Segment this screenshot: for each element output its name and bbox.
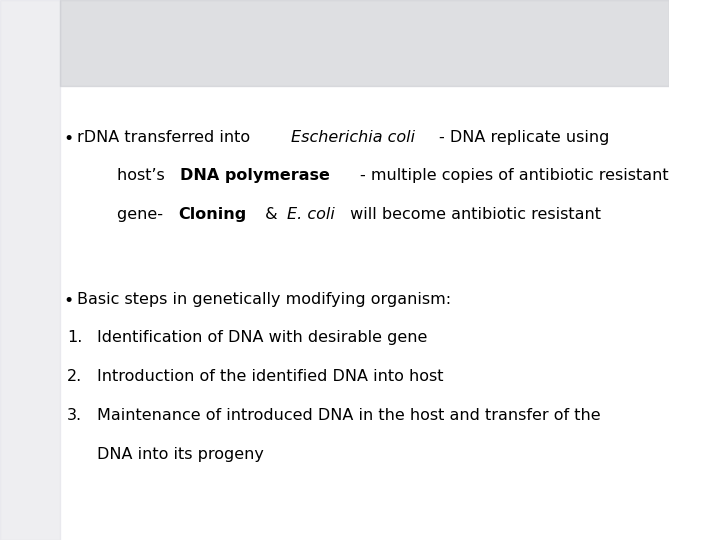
Text: •: • [63, 292, 74, 309]
Text: •: • [63, 130, 74, 147]
Text: will become antibiotic resistant: will become antibiotic resistant [345, 207, 601, 222]
Text: E. coli: E. coli [287, 207, 336, 222]
Bar [60, 0, 669, 86]
Text: Introduction of the identified DNA into host: Introduction of the identified DNA into … [97, 369, 444, 384]
Text: DNA into its progeny: DNA into its progeny [97, 447, 264, 462]
Text: - multiple copies of antibiotic resistant: - multiple copies of antibiotic resistan… [360, 168, 669, 184]
Text: - DNA replicate using: - DNA replicate using [439, 130, 610, 145]
Text: Escherichia coli: Escherichia coli [291, 130, 415, 145]
Bar [0, 0, 60, 540]
Text: 2.: 2. [67, 369, 82, 384]
Text: Cloning: Cloning [179, 207, 247, 222]
Text: 3.: 3. [67, 408, 82, 423]
Text: rDNA transferred into: rDNA transferred into [77, 130, 255, 145]
Text: Identification of DNA with desirable gene: Identification of DNA with desirable gen… [97, 330, 428, 346]
Text: Maintenance of introduced DNA in the host and transfer of the: Maintenance of introduced DNA in the hos… [97, 408, 600, 423]
Text: gene-: gene- [117, 207, 168, 222]
Text: host’s: host’s [117, 168, 170, 184]
Text: 1.: 1. [67, 330, 82, 346]
Text: &: & [260, 207, 283, 222]
Text: Basic steps in genetically modifying organism:: Basic steps in genetically modifying org… [77, 292, 451, 307]
Text: DNA polymerase: DNA polymerase [181, 168, 330, 184]
